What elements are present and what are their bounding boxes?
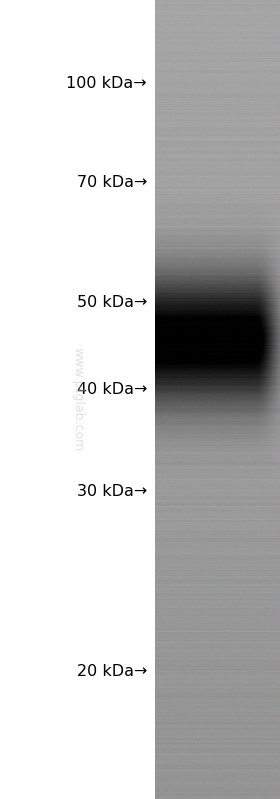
Text: 100 kDa→: 100 kDa→ <box>66 77 147 91</box>
Text: www.ptglab.com: www.ptglab.com <box>71 348 84 451</box>
Text: 50 kDa→: 50 kDa→ <box>77 295 147 309</box>
Text: 40 kDa→: 40 kDa→ <box>77 382 147 396</box>
Text: 20 kDa→: 20 kDa→ <box>77 664 147 678</box>
Text: 70 kDa→: 70 kDa→ <box>77 175 147 189</box>
Text: 30 kDa→: 30 kDa→ <box>77 484 147 499</box>
